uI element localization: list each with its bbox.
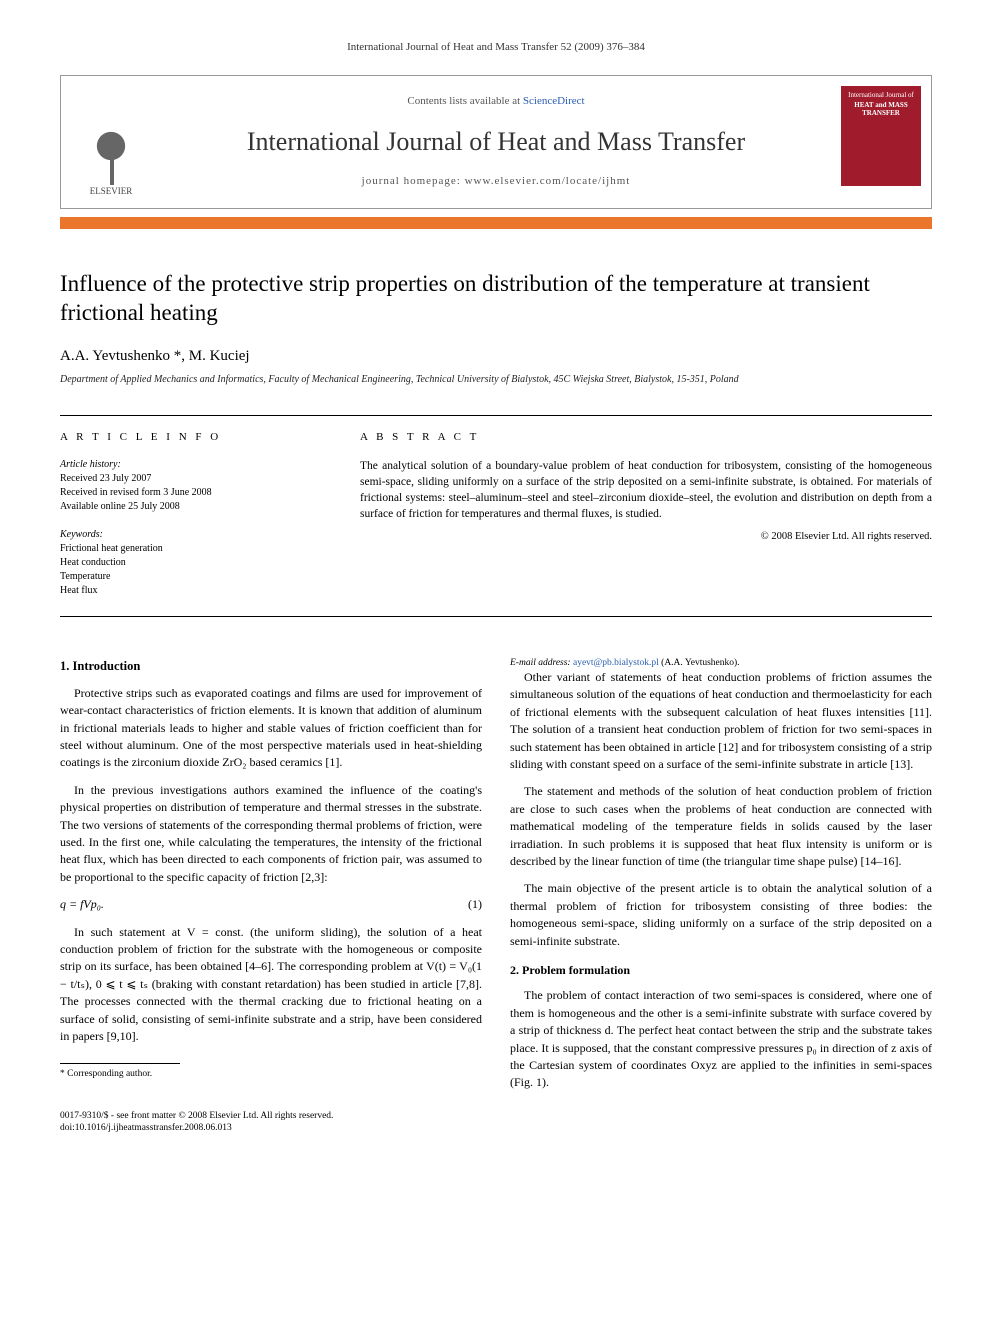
received-date: Received 23 July 2007 [60, 472, 320, 486]
paragraph: The problem of contact interaction of tw… [510, 987, 932, 1091]
keyword: Heat flux [60, 584, 320, 598]
article-body: 1. Introduction Protective strips such a… [60, 657, 932, 1092]
journal-homepage: journal homepage: www.elsevier.com/locat… [171, 174, 821, 189]
abstract-block: A B S T R A C T The analytical solution … [360, 430, 932, 597]
online-date: Available online 25 July 2008 [60, 500, 320, 514]
article-title: Influence of the protective strip proper… [60, 269, 932, 329]
abstract-heading: A B S T R A C T [360, 430, 932, 445]
journal-banner: ELSEVIER International Journal of HEAT a… [60, 75, 932, 208]
paragraph: The main objective of the present articl… [510, 880, 932, 950]
affiliation: Department of Applied Mechanics and Info… [60, 373, 932, 387]
journal-name: International Journal of Heat and Mass T… [171, 124, 821, 160]
article-info-heading: A R T I C L E I N F O [60, 430, 320, 445]
footer-copyright: 0017-9310/$ - see front matter © 2008 El… [60, 1110, 932, 1135]
corresponding-author-note: * Corresponding author. [60, 1068, 482, 1080]
thumb-text-1: International Journal of [847, 92, 915, 100]
equation-number: (1) [468, 896, 482, 913]
authors: A.A. Yevtushenko *, M. Kuciej [60, 346, 932, 367]
front-matter-line: 0017-9310/$ - see front matter © 2008 El… [60, 1110, 932, 1122]
history-label: Article history: [60, 458, 320, 472]
journal-cover-thumb: International Journal of HEAT and MASS T… [841, 86, 921, 186]
author-email-link[interactable]: ayevt@pb.bialystok.pl [573, 658, 659, 668]
abstract-text: The analytical solution of a boundary-va… [360, 458, 932, 522]
contents-prefix: Contents lists available at [407, 95, 522, 107]
paragraph: Protective strips such as evaporated coa… [60, 685, 482, 772]
keyword: Temperature [60, 570, 320, 584]
keyword: Heat conduction [60, 556, 320, 570]
sciencedirect-link[interactable]: ScienceDirect [523, 95, 585, 107]
paragraph: In the previous investigations authors e… [60, 782, 482, 886]
keyword: Frictional heat generation [60, 542, 320, 556]
paragraph: The statement and methods of the solutio… [510, 783, 932, 870]
equation-body: q = fVp₀. [60, 896, 104, 913]
email-footnote: E-mail address: ayevt@pb.bialystok.pl (A… [510, 657, 932, 669]
keywords-label: Keywords: [60, 528, 320, 542]
revised-date: Received in revised form 3 June 2008 [60, 486, 320, 500]
accent-bar [60, 217, 932, 229]
running-head: International Journal of Heat and Mass T… [60, 40, 932, 55]
doi-line: doi:10.1016/j.ijheatmasstransfer.2008.06… [60, 1122, 932, 1134]
elsevier-logo: ELSEVIER [71, 86, 151, 197]
section-heading-2: 2. Problem formulation [510, 962, 932, 979]
abstract-copyright: © 2008 Elsevier Ltd. All rights reserved… [360, 530, 932, 545]
paragraph: Other variant of statements of heat cond… [510, 669, 932, 773]
publisher-name: ELSEVIER [90, 185, 133, 198]
section-heading-1: 1. Introduction [60, 657, 482, 675]
contents-line: Contents lists available at ScienceDirec… [171, 94, 821, 109]
email-suffix: (A.A. Yevtushenko). [659, 658, 740, 668]
equation-1: q = fVp₀. (1) [60, 896, 482, 913]
meta-block: A R T I C L E I N F O Article history: R… [60, 415, 932, 616]
footnote-separator [60, 1063, 180, 1064]
tree-icon [86, 125, 136, 185]
thumb-text-3: TRANSFER [847, 110, 915, 118]
paragraph: In such statement at V = const. (the uni… [60, 924, 482, 1046]
article-info: A R T I C L E I N F O Article history: R… [60, 430, 320, 597]
email-label: E-mail address: [510, 658, 573, 668]
